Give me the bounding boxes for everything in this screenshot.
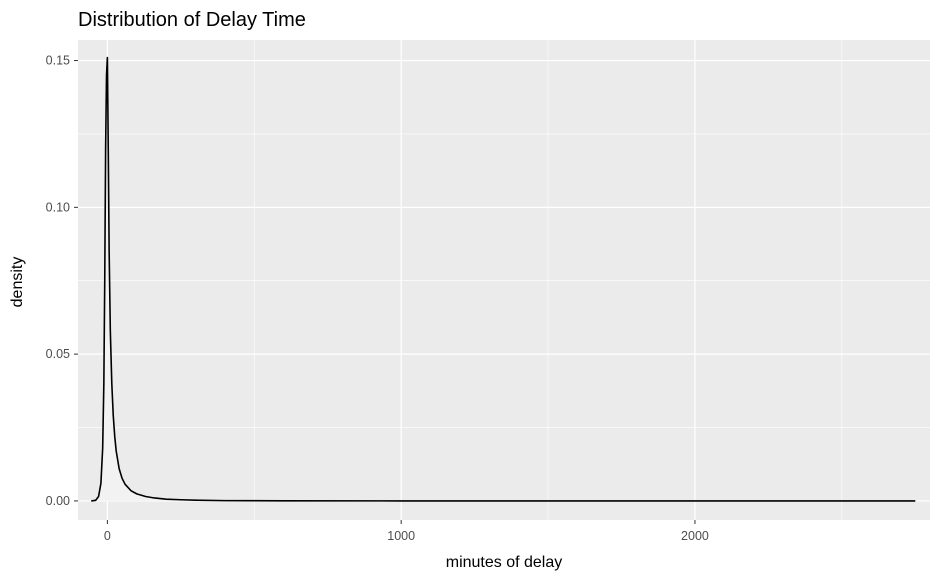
x-tick-label: 1000: [387, 529, 415, 543]
plot-panel: [78, 40, 930, 520]
x-tick-label: 0: [104, 529, 111, 543]
density-line: [91, 56, 916, 502]
y-tick-label: 0.10: [46, 200, 70, 214]
y-tick-label: 0.00: [46, 494, 70, 508]
y-tick-label: 0.15: [46, 54, 70, 68]
y-axis: 0.00 0.05 0.10 0.15: [46, 54, 78, 508]
minor-gridlines: [78, 40, 930, 520]
y-tick-label: 0.05: [46, 347, 70, 361]
x-tick-label: 2000: [681, 529, 709, 543]
x-axis-title: minutes of delay: [446, 554, 563, 571]
y-axis-title: density: [9, 257, 26, 308]
x-axis: 0 1000 2000: [104, 520, 709, 543]
density-series: [91, 56, 916, 502]
chart-title: Distribution of Delay Time: [78, 9, 306, 31]
